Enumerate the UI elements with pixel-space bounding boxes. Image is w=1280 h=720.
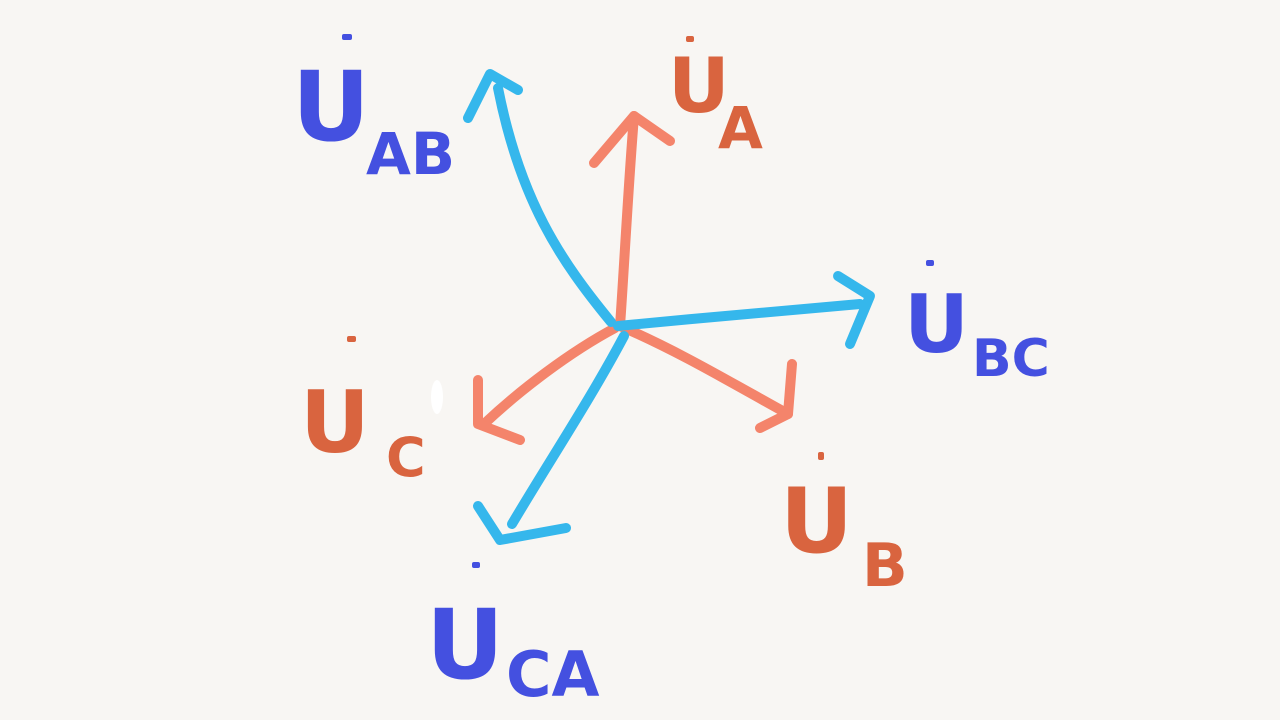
label-uc-main: U — [300, 373, 370, 473]
label-ub: U B — [780, 452, 908, 601]
label-uc-sub: C — [386, 426, 426, 489]
label-uca: U CA — [426, 562, 600, 711]
dot-mark — [342, 34, 352, 40]
phase-arrow-uc — [473, 323, 620, 445]
phase-arrow-ub — [615, 321, 797, 433]
line-arrow-ubc — [613, 271, 875, 349]
dot-mark — [347, 336, 356, 342]
label-uca-sub: CA — [506, 638, 600, 711]
label-ua-main: U — [668, 41, 730, 130]
label-ubc-main: U — [904, 278, 969, 371]
dot-mark — [472, 562, 480, 568]
label-ub-sub: B — [862, 531, 908, 601]
label-uab-main: U — [292, 51, 370, 163]
smudge-mark — [431, 380, 443, 414]
label-ua-sub: A — [718, 94, 763, 162]
label-uab: U AB — [292, 34, 455, 188]
line-arrow-uca — [473, 331, 629, 545]
phase-arrow-ua — [589, 111, 675, 331]
line-arrow-uab — [463, 69, 616, 327]
dot-mark — [686, 36, 694, 42]
label-ub-main: U — [780, 469, 853, 574]
label-uc: U C — [300, 336, 426, 489]
dot-mark — [926, 260, 934, 266]
label-ua: U A — [668, 36, 763, 162]
label-ubc-sub: BC — [972, 329, 1050, 389]
label-uca-main: U — [426, 589, 504, 701]
label-ubc: U BC — [904, 260, 1050, 389]
dot-mark — [818, 452, 824, 460]
label-uab-sub: AB — [366, 120, 455, 188]
